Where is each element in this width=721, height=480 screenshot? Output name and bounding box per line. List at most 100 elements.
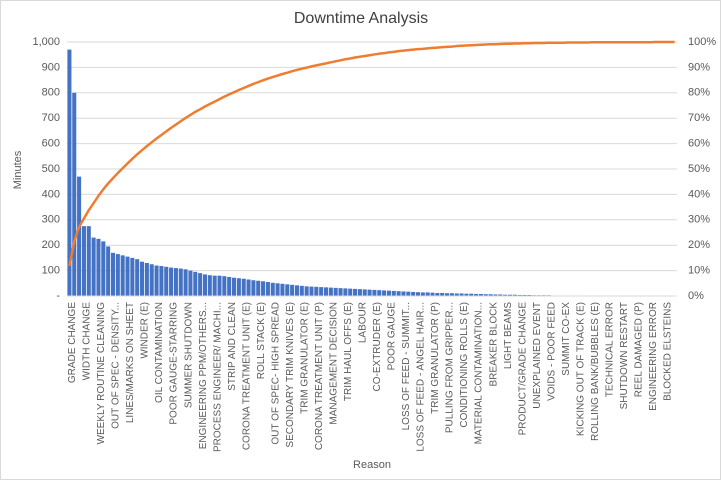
bar bbox=[425, 292, 430, 296]
y-tick-label: 200 bbox=[42, 239, 60, 251]
bar bbox=[367, 289, 372, 296]
bar bbox=[256, 280, 261, 296]
x-tick-label: SUMMER SHUTDOWN bbox=[183, 302, 194, 408]
x-axis-title: Reason bbox=[353, 459, 391, 471]
x-tick-label: ROLL STACK (E) bbox=[256, 302, 267, 379]
y2-tick-label: 40% bbox=[688, 188, 710, 200]
bar bbox=[319, 287, 324, 296]
x-tick-label: CORONA TREATMENT UNIT (E) bbox=[241, 302, 252, 450]
bar bbox=[125, 256, 130, 296]
bar bbox=[391, 290, 396, 296]
bar bbox=[115, 254, 120, 296]
bar bbox=[241, 278, 246, 296]
bar bbox=[149, 264, 154, 296]
bar bbox=[348, 288, 353, 296]
x-tick-label: CORONA TREATMENT UNIT (P) bbox=[314, 302, 325, 450]
y2-tick-label: 60% bbox=[688, 138, 710, 150]
bar bbox=[275, 283, 280, 296]
bar bbox=[517, 294, 522, 296]
x-tick-label: PROCESS ENGINEER/ MACHI... bbox=[212, 302, 223, 452]
bar bbox=[202, 274, 207, 296]
x-tick-label: ENGINEERING ERROR bbox=[648, 302, 659, 411]
bar bbox=[357, 289, 362, 296]
y2-tick-label: 50% bbox=[688, 163, 710, 175]
y-tick-label: 700 bbox=[42, 112, 60, 124]
x-tick-label: VOIDS - POOR FEED bbox=[546, 302, 557, 401]
x-tick-label: GRADE CHANGE bbox=[67, 302, 78, 383]
bar bbox=[338, 288, 343, 296]
bar bbox=[110, 252, 116, 296]
bar bbox=[222, 276, 227, 296]
y2-tick-label: 20% bbox=[688, 239, 710, 251]
bar bbox=[154, 265, 159, 296]
bar bbox=[396, 291, 401, 296]
bar bbox=[183, 269, 188, 296]
bar bbox=[232, 277, 237, 296]
x-tick-label: OIL CONTAMINATION bbox=[154, 302, 165, 403]
bar bbox=[67, 49, 72, 297]
bar bbox=[488, 294, 493, 296]
bar bbox=[323, 287, 329, 296]
x-tick-label: LOSS OF FEED - SUMMIT... bbox=[401, 302, 412, 430]
bar bbox=[144, 262, 149, 296]
x-tick-label: CONDITIONING ROLLS (E) bbox=[459, 302, 470, 428]
bar bbox=[372, 289, 377, 296]
bar bbox=[343, 288, 348, 296]
bar bbox=[454, 293, 459, 296]
bar bbox=[135, 259, 140, 296]
y-tick-label: 300 bbox=[42, 214, 60, 226]
bar bbox=[207, 275, 212, 296]
x-tick-label: LINES/MARKS ON SHEET bbox=[125, 302, 136, 423]
x-tick-label: ENGINEERING PPM/OTHERS... bbox=[198, 302, 209, 449]
bar bbox=[159, 266, 164, 296]
x-tick-label: MANAGEMENT DECISION bbox=[328, 302, 339, 425]
bar bbox=[280, 283, 285, 296]
y-tick-label: 1,000 bbox=[32, 36, 60, 48]
y2-tick-label: 100% bbox=[688, 36, 716, 48]
x-tick-label: WIDTH CHANGE bbox=[82, 302, 93, 381]
bar bbox=[77, 176, 82, 296]
bar bbox=[440, 292, 445, 296]
bar bbox=[246, 279, 251, 296]
x-tick-label: MATERIAL CONTAMINATION... bbox=[474, 302, 485, 444]
bar bbox=[304, 286, 309, 296]
x-tick-label: WEEKLY ROUTINE CLEANING bbox=[96, 302, 107, 445]
x-tick-label: SHUTDOWN RESTART bbox=[619, 302, 630, 409]
x-tick-label: LIGHT BEAMS bbox=[503, 302, 514, 369]
bar bbox=[459, 293, 464, 296]
x-tick-label: LABOUR bbox=[358, 302, 369, 343]
bar bbox=[81, 226, 86, 296]
x-tick-label: TRIM GRANULATOR (P) bbox=[430, 302, 441, 414]
bar bbox=[493, 294, 498, 296]
x-tick-label: SUMMIT CO-EX bbox=[561, 302, 572, 376]
bar bbox=[406, 291, 411, 296]
y-tick-label: 100 bbox=[42, 265, 60, 277]
y-axis-title: Minutes bbox=[12, 150, 24, 189]
bar bbox=[386, 290, 391, 296]
bar bbox=[507, 294, 512, 296]
y2-tick-label: 30% bbox=[688, 214, 710, 226]
bar bbox=[227, 276, 232, 296]
chart-title: Downtime Analysis bbox=[294, 10, 428, 27]
bar bbox=[377, 290, 382, 296]
bar bbox=[285, 284, 290, 296]
bar bbox=[415, 292, 421, 296]
x-tick-label: UNEXPLAINED EVENT bbox=[532, 302, 543, 409]
bar bbox=[96, 238, 101, 296]
bar bbox=[527, 294, 532, 296]
bar bbox=[140, 261, 145, 296]
bar bbox=[449, 293, 454, 296]
bar bbox=[464, 293, 469, 296]
bar bbox=[328, 287, 333, 296]
bar bbox=[120, 255, 125, 296]
x-tick-label: POOR GAUGE-STARRING bbox=[169, 302, 180, 425]
bar bbox=[261, 281, 266, 296]
bar bbox=[178, 268, 183, 296]
bar bbox=[411, 291, 416, 296]
y2-tick-label: 10% bbox=[688, 265, 710, 277]
bar bbox=[309, 286, 314, 296]
cumulative-line bbox=[68, 40, 675, 267]
x-tick-label: TECHNICAL ERROR bbox=[604, 302, 615, 397]
bar bbox=[270, 282, 275, 296]
